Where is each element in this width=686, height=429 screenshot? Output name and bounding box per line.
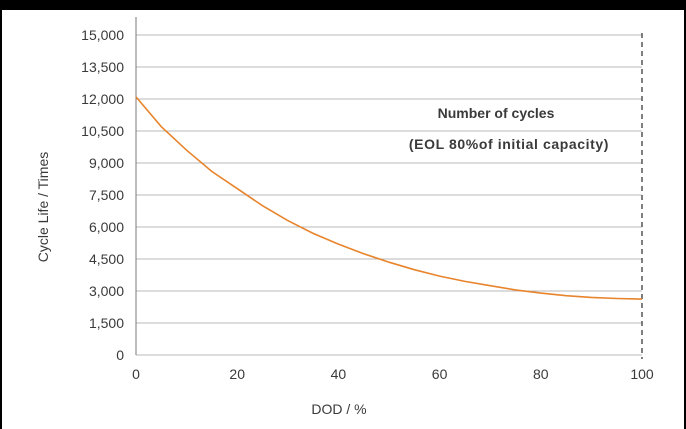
y-tick-label: 15,000 <box>81 27 124 43</box>
chart-panel: 0 1,500 3,000 4,500 6,000 7,500 9,000 10,500 12,… <box>2 10 684 429</box>
x-axis-label: DOD / % <box>311 401 366 417</box>
x-tick-label: 60 <box>432 366 448 382</box>
annotation-number-of-cycles: Number of cycles <box>438 105 555 121</box>
chart-frame: 0 1,500 3,000 4,500 6,000 7,500 9,000 10,500 12,… <box>0 10 686 429</box>
y-tick-label: 4,500 <box>89 251 124 267</box>
y-tick-label: 9,000 <box>89 155 124 171</box>
y-tick-label: 7,500 <box>89 187 124 203</box>
y-tick-label: 6,000 <box>89 219 124 235</box>
y-axis-label: Cycle Life / Times <box>35 152 51 262</box>
y-tick-label: 3,000 <box>89 283 124 299</box>
x-tick-label: 0 <box>132 366 140 382</box>
y-tick-label: 0 <box>116 347 124 363</box>
x-tick-label: 20 <box>229 366 245 382</box>
y-tick-label: 13,500 <box>81 59 124 75</box>
y-tick-label: 12,000 <box>81 91 124 107</box>
x-tick-label: 80 <box>533 366 549 382</box>
x-tick-label: 100 <box>630 366 654 382</box>
y-tick-label: 1,500 <box>89 315 124 331</box>
y-tick-label: 10,500 <box>81 123 124 139</box>
cycle-life-chart: 0 1,500 3,000 4,500 6,000 7,500 9,000 10,500 12,… <box>35 17 654 417</box>
annotation-eol-capacity: (EOL 80%of initial capacity) <box>409 136 609 152</box>
cycle-life-series-line <box>135 96 643 300</box>
x-tick-label: 40 <box>331 366 347 382</box>
